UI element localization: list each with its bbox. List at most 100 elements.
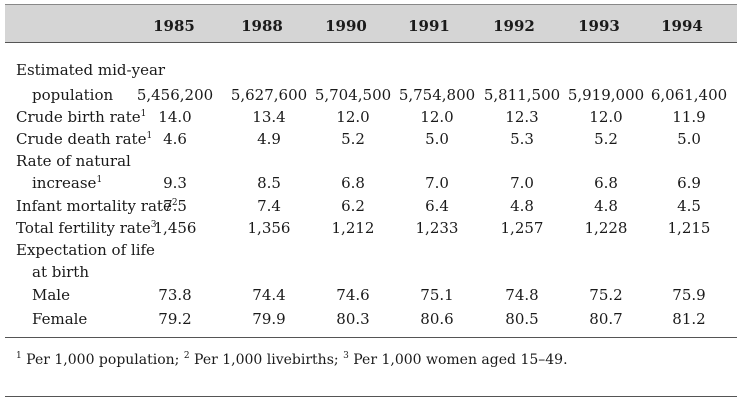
table-row: at birth	[16, 263, 737, 285]
row-label: Total fertility rate3	[16, 219, 156, 237]
table-cell: 13.4	[252, 108, 286, 126]
year-header: 1985	[153, 17, 195, 35]
table-cell: 79.9	[252, 310, 286, 328]
row-label: population	[32, 86, 113, 104]
table-cell: 8.5	[257, 174, 281, 192]
row-label-text: Total fertility rate	[16, 219, 151, 237]
table-cell: 1,456	[153, 219, 197, 237]
table-row: increase1 9.3 8.5 6.8 7.0 7.0 6.8 6.9	[16, 174, 737, 196]
table-cell: 7.5	[163, 197, 187, 215]
footnote-marker: 1	[146, 131, 153, 141]
table-cell: 5,754,800	[398, 86, 476, 104]
row-label-text: Infant mortality rate	[16, 197, 172, 215]
table-cell: 7.4	[257, 197, 281, 215]
year-header: 1988	[241, 17, 283, 35]
footnote: 1 Per 1,000 population; 2 Per 1,000 live…	[16, 351, 568, 369]
footnote-marker: 3	[343, 351, 349, 361]
table-cell: 4.6	[163, 130, 187, 148]
row-label-text: Female	[32, 310, 88, 328]
row-label: Male	[32, 286, 70, 304]
table-cell: 4.8	[594, 197, 618, 215]
table-cell: 6.4	[425, 197, 449, 215]
table-cell: 6.8	[341, 174, 365, 192]
table-cell: 4.5	[677, 197, 701, 215]
row-label-text: Rate of natural	[16, 152, 131, 170]
row-label: Crude death rate1	[16, 130, 152, 148]
row-label: at birth	[32, 263, 89, 281]
row-label-text: Crude birth rate	[16, 108, 141, 126]
top-rule	[5, 4, 737, 5]
footnote-marker: 2	[183, 351, 190, 361]
table-cell: 80.7	[589, 310, 623, 328]
table-cell: 5,627,600	[230, 86, 308, 104]
row-label: Female	[32, 310, 87, 328]
table-cell: 80.3	[336, 310, 370, 328]
table-row: Infant mortality rate2 7.5 7.4 6.2 6.4 4.8 4.8…	[16, 197, 737, 219]
table-cell: 75.2	[589, 286, 623, 304]
row-label-text: Expectation of life	[16, 241, 155, 259]
table-cell: 1,257	[500, 219, 544, 237]
footnote-marker: 1	[96, 175, 103, 185]
row-label-text: Crude death rate	[16, 130, 147, 148]
table-row: population 5,456,200 5,627,600 5,704,500 5,7…	[16, 86, 737, 108]
table-row: Female 79.2 79.9 80.3 80.6 80.5 80.7 81.2	[16, 310, 737, 332]
row-label-text: increase	[32, 174, 97, 192]
table-cell: 12.0	[420, 108, 454, 126]
year-header: 1993	[578, 17, 620, 35]
table-cell: 6,061,400	[650, 86, 728, 104]
table-cell: 5,919,000	[567, 86, 645, 104]
footnote-text: Per 1,000 population;	[21, 352, 184, 368]
table-cell: 74.6	[336, 286, 370, 304]
table-cell: 75.1	[420, 286, 454, 304]
table-cell: 75.9	[672, 286, 706, 304]
table-cell: 80.5	[505, 310, 539, 328]
table-row: Crude death rate1 4.6 4.9 5.2 5.0 5.3 5.2 5.0	[16, 130, 737, 152]
footnote-rule	[5, 337, 737, 338]
row-label: Expectation of life	[16, 241, 155, 259]
table-row: Estimated mid-year	[16, 61, 737, 83]
row-label-text: population	[32, 86, 114, 104]
table-cell: 9.3	[163, 174, 187, 192]
table-row: Crude birth rate1 14.0 13.4 12.0 12.0 12.3 12.…	[16, 108, 737, 130]
table-cell: 79.2	[158, 310, 192, 328]
table-cell: 5.2	[594, 130, 618, 148]
table-cell: 80.6	[420, 310, 454, 328]
table-cell: 1,356	[247, 219, 291, 237]
row-label: Rate of natural	[16, 152, 131, 170]
table-cell: 7.0	[510, 174, 534, 192]
table-row: Total fertility rate3 1,456 1,356 1,212 1,23…	[16, 219, 737, 241]
table-row: Expectation of life	[16, 241, 737, 263]
table-cell: 6.8	[594, 174, 618, 192]
table-row: Rate of natural	[16, 152, 737, 174]
row-label-text: Estimated mid-year	[16, 61, 166, 79]
row-label-text: Male	[32, 286, 70, 304]
year-header: 1990	[325, 17, 367, 35]
year-header: 1994	[661, 17, 703, 35]
table-cell: 73.8	[158, 286, 192, 304]
table-cell: 1,228	[584, 219, 628, 237]
table-cell: 5.3	[510, 130, 534, 148]
table-cell: 12.0	[589, 108, 623, 126]
table-cell: 5.2	[341, 130, 365, 148]
table-cell: 5,704,500	[314, 86, 392, 104]
table-cell: 4.8	[510, 197, 534, 215]
table-cell: 5.0	[425, 130, 449, 148]
table-cell: 7.0	[425, 174, 449, 192]
table-header: 1985 1988 1990 1991 1992 1993 1994	[5, 5, 737, 43]
table-cell: 74.4	[252, 286, 286, 304]
footnote-text: Per 1,000 livebirths;	[189, 352, 344, 368]
row-label: increase1	[32, 174, 102, 192]
table-cell: 1,215	[667, 219, 711, 237]
row-label: Infant mortality rate2	[16, 197, 178, 215]
year-header: 1992	[493, 17, 535, 35]
footnote-marker: 1	[16, 351, 22, 361]
table-cell: 5,811,500	[483, 86, 561, 104]
table-cell: 4.9	[257, 130, 281, 148]
table-cell: 1,212	[331, 219, 375, 237]
footnote-marker: 3	[150, 220, 157, 230]
table-cell: 12.0	[336, 108, 370, 126]
table-cell: 74.8	[505, 286, 539, 304]
footnote-marker: 2	[171, 198, 178, 208]
table-cell: 14.0	[158, 108, 192, 126]
